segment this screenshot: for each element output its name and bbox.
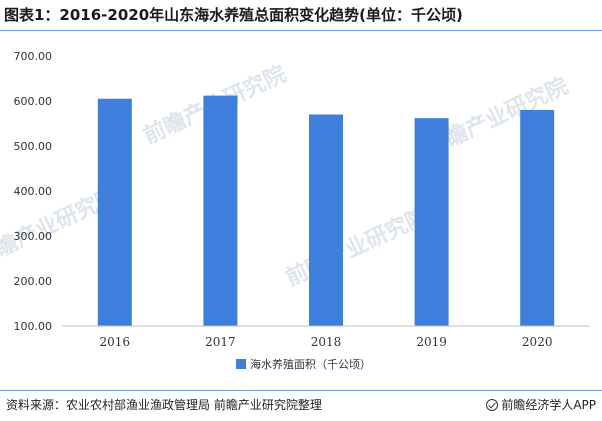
y-tick-label: 700.00 [14, 50, 53, 63]
watermark: 前瞻产业研究院 [282, 203, 433, 292]
chart: 前瞻产业研究院 前瞻产业研究院 前瞻产业研究院 前瞻产业研究院 100.00 20… [0, 50, 590, 371]
x-axis: 2016 2017 2018 2019 2020 [100, 335, 553, 349]
legend-label: 海水养殖面积（千公顷） [250, 357, 371, 371]
watermark-layer: 前瞻产业研究院 前瞻产业研究院 前瞻产业研究院 前瞻产业研究院 [0, 61, 572, 292]
chart-title: 图表1：2016-2020年山东海水养殖总面积变化趋势(单位：千公顷) [4, 6, 463, 24]
bar [203, 95, 238, 326]
bar [97, 98, 132, 326]
x-tick-label: 2019 [416, 335, 447, 349]
x-tick-label: 2016 [100, 335, 131, 349]
y-axis: 100.00 200.00 300.00 400.00 500.00 600.00 700.… [14, 50, 53, 333]
bar [520, 110, 555, 326]
y-tick-label: 100.00 [14, 320, 53, 333]
y-tick-label: 200.00 [14, 275, 53, 288]
y-tick-label: 400.00 [14, 185, 53, 198]
x-tick-label: 2018 [311, 335, 342, 349]
y-tick-label: 600.00 [14, 95, 53, 108]
bar [414, 118, 449, 326]
source-note: 资料来源：农业农村部渔业渔政管理局 前瞻产业研究院整理 [6, 398, 322, 412]
bar [309, 114, 343, 326]
brand-logo-icon [486, 398, 499, 411]
y-tick-label: 300.00 [14, 230, 53, 243]
bar-series [97, 95, 555, 326]
title-divider [0, 30, 602, 31]
footer-divider [0, 390, 602, 391]
x-tick-label: 2017 [205, 335, 236, 349]
y-tick-label: 500.00 [14, 140, 53, 153]
x-tick-label: 2020 [522, 335, 553, 349]
brand-label: 前瞻经济学人APP [501, 398, 596, 412]
brand: 前瞻经济学人APP [486, 396, 596, 413]
legend: 海水养殖面积（千公顷） [236, 357, 371, 371]
legend-swatch [236, 359, 246, 369]
